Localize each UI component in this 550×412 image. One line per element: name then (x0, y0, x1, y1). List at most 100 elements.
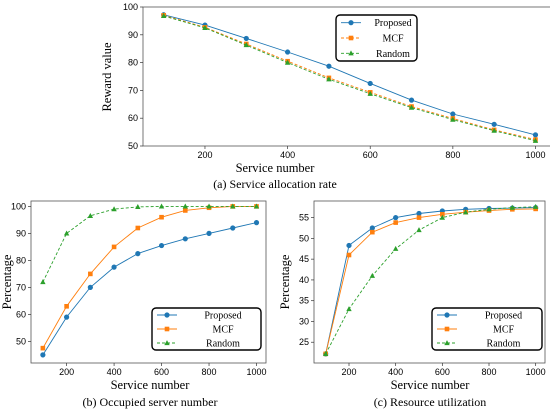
x-axis-label: Service number (236, 161, 316, 175)
x-tick-label: 200 (59, 367, 74, 377)
data-point (111, 244, 117, 250)
x-axis-label: Service number (391, 378, 471, 392)
series-random (322, 203, 539, 356)
y-tick-label: 60 (16, 309, 26, 319)
legend-marker (348, 35, 354, 41)
y-tick-label: 55 (299, 213, 309, 223)
x-axis-label: Service number (111, 378, 191, 392)
data-point (408, 97, 415, 103)
data-point (367, 90, 373, 96)
y-axis-label: Percentage (0, 254, 14, 309)
data-point (206, 230, 212, 236)
y-axis-label: Percentage (278, 254, 292, 309)
x-tick-label: 1000 (525, 150, 545, 160)
y-tick-label: 70 (128, 85, 138, 95)
data-point (416, 227, 422, 233)
data-point (40, 352, 46, 358)
x-tick-label: 800 (202, 367, 217, 377)
y-tick-label: 60 (128, 113, 138, 123)
legend-marker (164, 312, 170, 318)
legend-marker (444, 340, 450, 346)
x-tick-label: 600 (363, 150, 378, 160)
data-point (243, 42, 249, 48)
plot-frame (142, 6, 550, 147)
y-tick-label: 80 (16, 255, 26, 265)
series-proposed (40, 220, 260, 358)
data-point (182, 208, 188, 213)
legend-box (335, 14, 418, 62)
series-line (42, 205, 257, 349)
y-tick-label: 70 (16, 282, 26, 292)
data-point (486, 206, 492, 212)
data-point (532, 137, 539, 143)
data-point (40, 279, 46, 285)
series-line (42, 222, 257, 356)
chart-1: 200 400 600 800 1000 50 60 70 80 90 100 Service num… (100, 2, 550, 191)
x-tick-label: 800 (445, 150, 460, 160)
series-line (42, 205, 257, 283)
plot-frame (30, 200, 267, 364)
data-point (450, 116, 456, 122)
y-tick-label: 30 (299, 316, 309, 326)
data-point (346, 252, 352, 258)
legend-box (151, 307, 262, 351)
data-point (408, 104, 415, 110)
data-point (88, 271, 93, 277)
chart-caption: (b) Occupied server number (83, 395, 218, 409)
legend-box (431, 307, 543, 351)
data-point (160, 12, 167, 18)
data-point (111, 264, 117, 270)
series-line (163, 15, 536, 142)
plot-frame (313, 200, 546, 364)
legend-marker (164, 326, 170, 332)
data-point (40, 345, 46, 351)
legend-label: Proposed (485, 311, 522, 322)
data-point (230, 203, 236, 209)
y-tick-label: 50 (128, 141, 138, 151)
data-point (135, 225, 141, 231)
data-point (450, 111, 456, 117)
y-tick-label: 100 (123, 2, 138, 12)
data-point (64, 304, 69, 309)
data-point (158, 242, 165, 249)
x-tick-label: 200 (197, 150, 212, 160)
legend-marker (444, 326, 450, 332)
chart-2: 200 400 600 800 1000 50 60 70 80 90 100 Service num… (0, 200, 267, 409)
data-point (87, 212, 94, 218)
x-tick-label: 200 (341, 367, 356, 377)
data-point (491, 121, 497, 127)
series-line (163, 14, 536, 141)
x-tick-label: 800 (481, 367, 496, 377)
data-point (111, 206, 117, 212)
legend: Proposed MCF Random (335, 14, 418, 62)
data-point (253, 220, 260, 226)
data-point (369, 225, 375, 231)
y-tick-label: 40 (299, 275, 309, 285)
data-point (326, 76, 332, 82)
data-point (158, 203, 165, 209)
data-point (440, 211, 445, 217)
data-point (322, 350, 329, 356)
data-point (392, 245, 399, 251)
data-point (509, 204, 516, 210)
x-tick-label: 400 (280, 150, 295, 160)
legend-label: MCF (382, 34, 404, 45)
data-point (230, 225, 236, 231)
y-tick-label: 50 (299, 233, 309, 243)
x-tick-label: 1000 (246, 367, 266, 377)
data-point (182, 236, 188, 242)
data-point (346, 306, 352, 312)
legend-marker (348, 50, 354, 56)
chart-caption: (a) Service allocation rate (213, 177, 337, 191)
x-tick-label: 400 (107, 367, 122, 377)
legend: Proposed MCF Random (151, 307, 262, 351)
data-point (439, 214, 446, 220)
chart-caption: (c) Resource utilization (374, 395, 487, 409)
data-point (367, 80, 373, 87)
y-tick-label: 90 (16, 228, 26, 238)
data-point (135, 204, 141, 210)
data-point (416, 215, 422, 220)
legend-marker (444, 312, 450, 318)
y-tick-label: 90 (128, 30, 138, 40)
